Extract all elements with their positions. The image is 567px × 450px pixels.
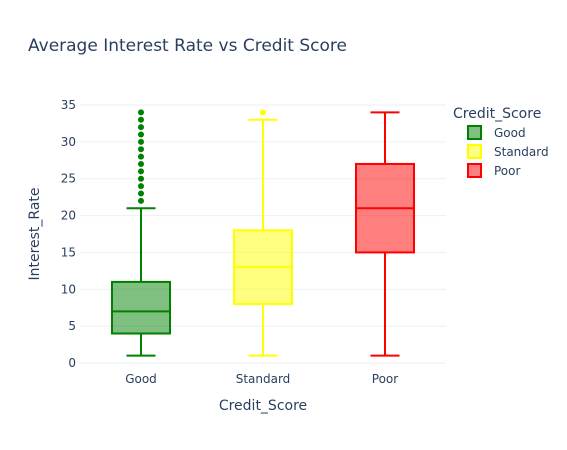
outlier-point-standard-0 — [260, 109, 266, 116]
outlier-point-good-8 — [138, 138, 144, 145]
chart-title: Average Interest Rate vs Credit Score — [28, 36, 347, 56]
x-tick-label-poor: Poor — [372, 372, 398, 386]
outlier-point-good-3 — [138, 175, 144, 182]
x-tick-labels: Good Standard Poor — [125, 372, 398, 386]
legend-label-standard: Standard — [494, 145, 549, 159]
x-tick-label-standard: Standard — [236, 372, 291, 386]
legend-swatch-standard — [467, 144, 482, 159]
y-tick-label-5: 5 — [68, 319, 76, 333]
outlier-point-good-7 — [138, 146, 144, 153]
y-tick-label-20: 20 — [61, 209, 76, 223]
outlier-point-good-6 — [138, 153, 144, 160]
box-poor — [355, 111, 415, 357]
legend-swatch-poor — [467, 163, 482, 178]
outlier-point-good-0 — [138, 197, 144, 204]
boxes-layer — [111, 109, 415, 357]
y-tick-label-15: 15 — [61, 245, 76, 259]
box-good — [111, 109, 171, 357]
outlier-point-good-10 — [138, 124, 144, 131]
outlier-point-good-4 — [138, 168, 144, 175]
box-standard — [233, 109, 293, 357]
y-tick-label-30: 30 — [61, 135, 76, 149]
legend-swatch-good — [467, 125, 482, 140]
iqr-box-good — [111, 280, 171, 335]
legend-title: Credit_Score — [453, 106, 541, 122]
outlier-point-good-5 — [138, 160, 144, 167]
y-tick-label-35: 35 — [61, 98, 76, 112]
outlier-point-good-12 — [138, 109, 144, 116]
outlier-point-good-2 — [138, 183, 144, 190]
legend-label-poor: Poor — [494, 164, 520, 178]
legend: Good Standard Poor — [467, 125, 549, 178]
outlier-point-good-11 — [138, 116, 144, 123]
legend-label-good: Good — [494, 126, 526, 140]
y-tick-label-25: 25 — [61, 172, 76, 186]
y-tick-labels: 0 5 10 15 20 25 30 35 — [61, 98, 76, 370]
y-tick-label-10: 10 — [61, 282, 76, 296]
x-tick-label-good: Good — [125, 372, 157, 386]
outlier-point-good-1 — [138, 190, 144, 197]
y-axis-label: Interest_Rate — [27, 187, 43, 280]
x-axis-label: Credit_Score — [219, 398, 307, 414]
y-tick-label-0: 0 — [68, 356, 76, 370]
outlier-point-good-9 — [138, 131, 144, 138]
